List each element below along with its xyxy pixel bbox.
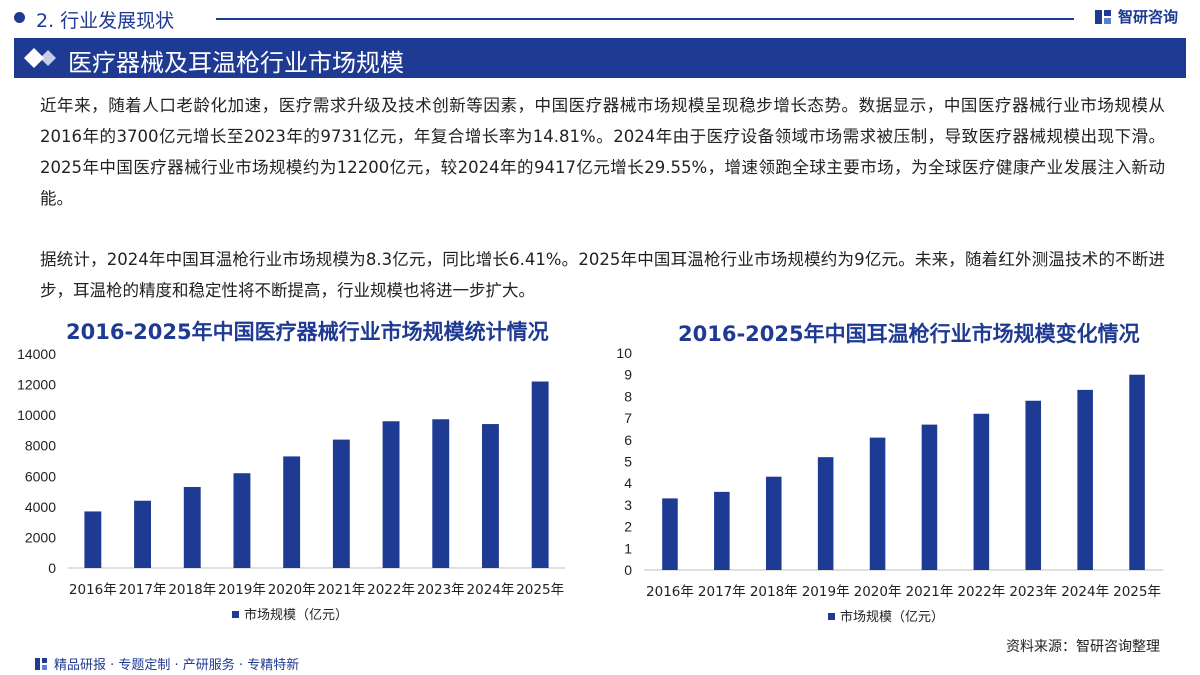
bar-2017年 xyxy=(134,500,151,568)
chart-title-ear-thermometer: 2016-2025年中国耳温枪行业市场规模变化情况 xyxy=(678,322,1140,346)
x-tick-label: 2024年 xyxy=(467,582,515,598)
intro-paragraph-medical-devices: 近年来，随着人口老龄化加速，医疗需求升级及技术创新等因素，中国医疗器械市场规模呈… xyxy=(40,96,1165,208)
y-tick-label: 14000 xyxy=(17,346,56,362)
y-tick-label: 9 xyxy=(624,367,632,383)
intro-paragraph-ear-thermometer: 据统计，2024年中国耳温枪行业市场规模为8.3亿元，同比增长6.41%。202… xyxy=(40,250,1165,300)
y-tick-label: 2000 xyxy=(25,529,56,545)
x-tick-label: 2022年 xyxy=(957,584,1005,600)
y-tick-label: 3 xyxy=(624,497,632,513)
brand-logo: 智研咨询 xyxy=(1094,6,1178,27)
x-tick-label: 2022年 xyxy=(367,582,415,598)
y-tick-label: 8 xyxy=(624,388,632,404)
legend-label: 市场规模（亿元） xyxy=(840,609,944,625)
footer: 精品研报 · 专题定制 · 产研服务 · 专精特新 xyxy=(34,654,299,673)
legend-swatch xyxy=(232,611,239,618)
bar-2018年 xyxy=(765,476,782,570)
title-banner: 医疗器械及耳温枪行业市场规模 xyxy=(14,38,1186,78)
bar-2023年 xyxy=(1025,400,1042,570)
x-tick-label: 2023年 xyxy=(1009,584,1057,600)
y-tick-label: 0 xyxy=(48,560,56,576)
bar-2019年 xyxy=(233,473,251,568)
bar-2025年 xyxy=(531,381,549,568)
y-tick-label: 4000 xyxy=(25,499,56,515)
bar-2022年 xyxy=(973,413,990,570)
footer-tagline: 精品研报 · 专题定制 · 产研服务 · 专精特新 xyxy=(54,658,300,673)
bar-2021年 xyxy=(332,439,350,568)
bar-2019年 xyxy=(817,457,834,570)
x-tick-label: 2016年 xyxy=(69,582,117,598)
y-tick-label: 1 xyxy=(624,540,632,556)
top-bar: 2. 行业发展现状 智研咨询 xyxy=(0,0,1200,36)
y-tick-label: 7 xyxy=(624,410,632,426)
x-tick-label: 2017年 xyxy=(698,584,746,600)
x-tick-label: 2018年 xyxy=(168,582,216,598)
y-tick-label: 6000 xyxy=(25,468,56,484)
x-tick-label: 2023年 xyxy=(417,582,465,598)
bar-2024年 xyxy=(1077,389,1093,570)
diamond-icon xyxy=(24,48,56,68)
x-tick-label: 2024年 xyxy=(1061,584,1109,600)
bar-2022年 xyxy=(382,421,400,568)
bar-2021年 xyxy=(921,424,938,570)
bar-2020年 xyxy=(283,456,301,568)
x-tick-label: 2019年 xyxy=(802,584,850,600)
bar-2020年 xyxy=(869,437,886,570)
data-source-note: 资料来源：智研咨询整理 xyxy=(1006,639,1160,655)
y-tick-label: 2 xyxy=(624,519,632,535)
y-tick-label: 12000 xyxy=(17,377,56,393)
y-tick-label: 8000 xyxy=(25,438,56,454)
y-tick-label: 5 xyxy=(624,454,632,470)
header-divider xyxy=(216,18,1074,20)
bar-2024年 xyxy=(482,424,499,568)
footer-logo-icon xyxy=(35,657,47,670)
legend-swatch xyxy=(828,613,835,620)
chart-title-medical-devices: 2016-2025年中国医疗器械行业市场规模统计情况 xyxy=(66,320,549,344)
bar-2023年 xyxy=(432,419,450,568)
bar-2025年 xyxy=(1129,374,1145,570)
bullet-dot-icon xyxy=(14,12,25,23)
brand-logo-icon xyxy=(1094,9,1111,24)
x-tick-label: 2020年 xyxy=(854,584,902,600)
x-tick-label: 2021年 xyxy=(317,582,365,598)
x-tick-label: 2019年 xyxy=(218,582,266,598)
y-tick-label: 0 xyxy=(624,562,632,578)
x-tick-label: 2020年 xyxy=(268,582,316,598)
x-tick-label: 2018年 xyxy=(750,584,798,600)
x-tick-label: 2025年 xyxy=(1113,584,1161,600)
bar-2018年 xyxy=(183,486,201,568)
y-tick-label: 6 xyxy=(624,432,632,448)
y-tick-label: 10 xyxy=(616,345,632,361)
y-tick-label: 10000 xyxy=(17,407,56,423)
x-tick-label: 2016年 xyxy=(646,584,694,600)
x-tick-label: 2017年 xyxy=(119,582,167,598)
x-tick-label: 2021年 xyxy=(906,584,954,600)
bar-2017年 xyxy=(714,491,730,570)
section-label: 2. 行业发展现状 xyxy=(36,10,175,32)
bar-2016年 xyxy=(662,498,678,570)
brand-name: 智研咨询 xyxy=(1117,8,1178,26)
page-title: 医疗器械及耳温枪行业市场规模 xyxy=(68,49,404,77)
x-tick-label: 2025年 xyxy=(516,582,564,598)
bar-2016年 xyxy=(84,511,102,568)
y-tick-label: 4 xyxy=(624,475,632,491)
legend-label: 市场规模（亿元） xyxy=(244,607,348,623)
